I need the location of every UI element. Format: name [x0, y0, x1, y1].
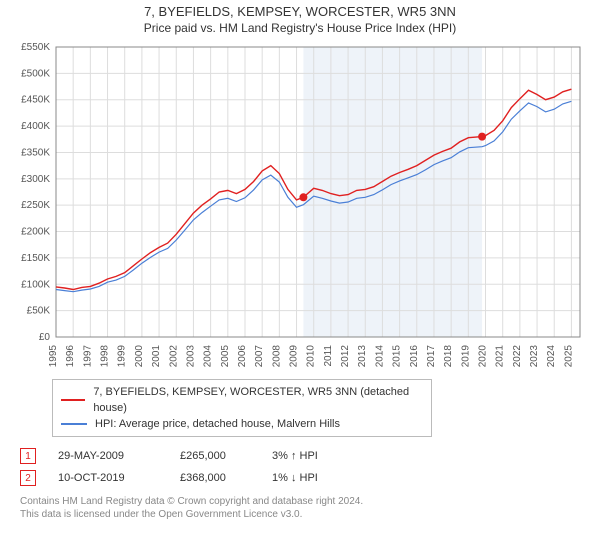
svg-text:£300K: £300K — [21, 174, 50, 185]
transaction-marker: 2 — [20, 470, 36, 486]
chart-svg: £0 £50K £100K £150K £200K £250K £300K £350K £400… — [10, 41, 590, 371]
svg-text:2000: 2000 — [134, 345, 145, 368]
svg-text:1998: 1998 — [100, 345, 111, 368]
svg-text:2015: 2015 — [392, 345, 403, 368]
svg-text:2004: 2004 — [203, 345, 214, 368]
svg-text:2019: 2019 — [460, 345, 471, 368]
svg-text:1997: 1997 — [82, 345, 93, 368]
svg-text:2016: 2016 — [409, 345, 420, 368]
svg-text:2010: 2010 — [306, 345, 317, 368]
svg-text:2011: 2011 — [323, 345, 334, 367]
legend-item: HPI: Average price, detached house, Malv… — [61, 416, 423, 432]
svg-text:1999: 1999 — [117, 345, 128, 368]
transaction-row: 1 29-MAY-2009 £265,000 3% ↑ HPI — [20, 445, 590, 467]
svg-text:£100K: £100K — [21, 279, 50, 290]
svg-text:2018: 2018 — [443, 345, 454, 368]
svg-text:£50K: £50K — [27, 306, 51, 317]
legend: 7, BYEFIELDS, KEMPSEY, WORCESTER, WR5 3N… — [52, 379, 432, 437]
svg-text:2005: 2005 — [220, 345, 231, 368]
svg-text:2003: 2003 — [185, 345, 196, 368]
transaction-price: £368,000 — [180, 472, 250, 484]
svg-text:2025: 2025 — [563, 345, 574, 368]
transaction-row: 2 10-OCT-2019 £368,000 1% ↓ HPI — [20, 467, 590, 489]
footer-line1: Contains HM Land Registry data © Crown c… — [20, 495, 590, 508]
svg-text:2006: 2006 — [237, 345, 248, 368]
svg-text:2002: 2002 — [168, 345, 179, 368]
svg-text:2007: 2007 — [254, 345, 265, 368]
legend-label: 7, BYEFIELDS, KEMPSEY, WORCESTER, WR5 3N… — [93, 384, 423, 416]
svg-text:2017: 2017 — [426, 345, 437, 368]
transaction-pct: 3% ↑ HPI — [272, 450, 362, 462]
legend-label: HPI: Average price, detached house, Malv… — [95, 416, 340, 432]
transaction-pct: 1% ↓ HPI — [272, 472, 362, 484]
svg-text:£400K: £400K — [21, 121, 50, 132]
svg-text:2023: 2023 — [529, 345, 540, 368]
svg-text:2022: 2022 — [512, 345, 523, 368]
svg-text:2008: 2008 — [271, 345, 282, 368]
svg-text:£200K: £200K — [21, 227, 50, 238]
transaction-date: 29-MAY-2009 — [58, 450, 158, 462]
transactions-table: 1 29-MAY-2009 £265,000 3% ↑ HPI 2 10-OCT-2019… — [20, 445, 590, 489]
svg-text:£350K: £350K — [21, 147, 50, 158]
title-line2: Price paid vs. HM Land Registry's House … — [10, 21, 590, 35]
title-line1: 7, BYEFIELDS, KEMPSEY, WORCESTER, WR5 3N… — [10, 4, 590, 19]
svg-text:2009: 2009 — [289, 345, 300, 368]
svg-text:£0: £0 — [39, 332, 51, 343]
svg-text:1996: 1996 — [65, 345, 76, 368]
svg-text:£550K: £550K — [21, 42, 50, 53]
footer: Contains HM Land Registry data © Crown c… — [20, 495, 590, 521]
price-chart: £0 £50K £100K £150K £200K £250K £300K £350K £400… — [10, 41, 590, 371]
svg-text:£250K: £250K — [21, 200, 50, 211]
transaction-marker: 1 — [20, 448, 36, 464]
svg-text:2013: 2013 — [357, 345, 368, 368]
svg-text:£450K: £450K — [21, 95, 50, 106]
svg-text:2020: 2020 — [478, 345, 489, 368]
svg-text:1995: 1995 — [48, 345, 59, 368]
chart-title-block: 7, BYEFIELDS, KEMPSEY, WORCESTER, WR5 3N… — [10, 4, 590, 35]
svg-text:2024: 2024 — [546, 345, 557, 368]
svg-text:2001: 2001 — [151, 345, 162, 368]
legend-item: 7, BYEFIELDS, KEMPSEY, WORCESTER, WR5 3N… — [61, 384, 423, 416]
svg-text:£150K: £150K — [21, 253, 50, 264]
legend-swatch — [61, 399, 85, 401]
footer-line2: This data is licensed under the Open Gov… — [20, 508, 590, 521]
svg-text:£500K: £500K — [21, 68, 50, 79]
transaction-price: £265,000 — [180, 450, 250, 462]
legend-swatch — [61, 423, 87, 425]
transaction-date: 10-OCT-2019 — [58, 472, 158, 484]
svg-text:2012: 2012 — [340, 345, 351, 368]
svg-text:2021: 2021 — [495, 345, 506, 368]
svg-text:2014: 2014 — [374, 345, 385, 368]
